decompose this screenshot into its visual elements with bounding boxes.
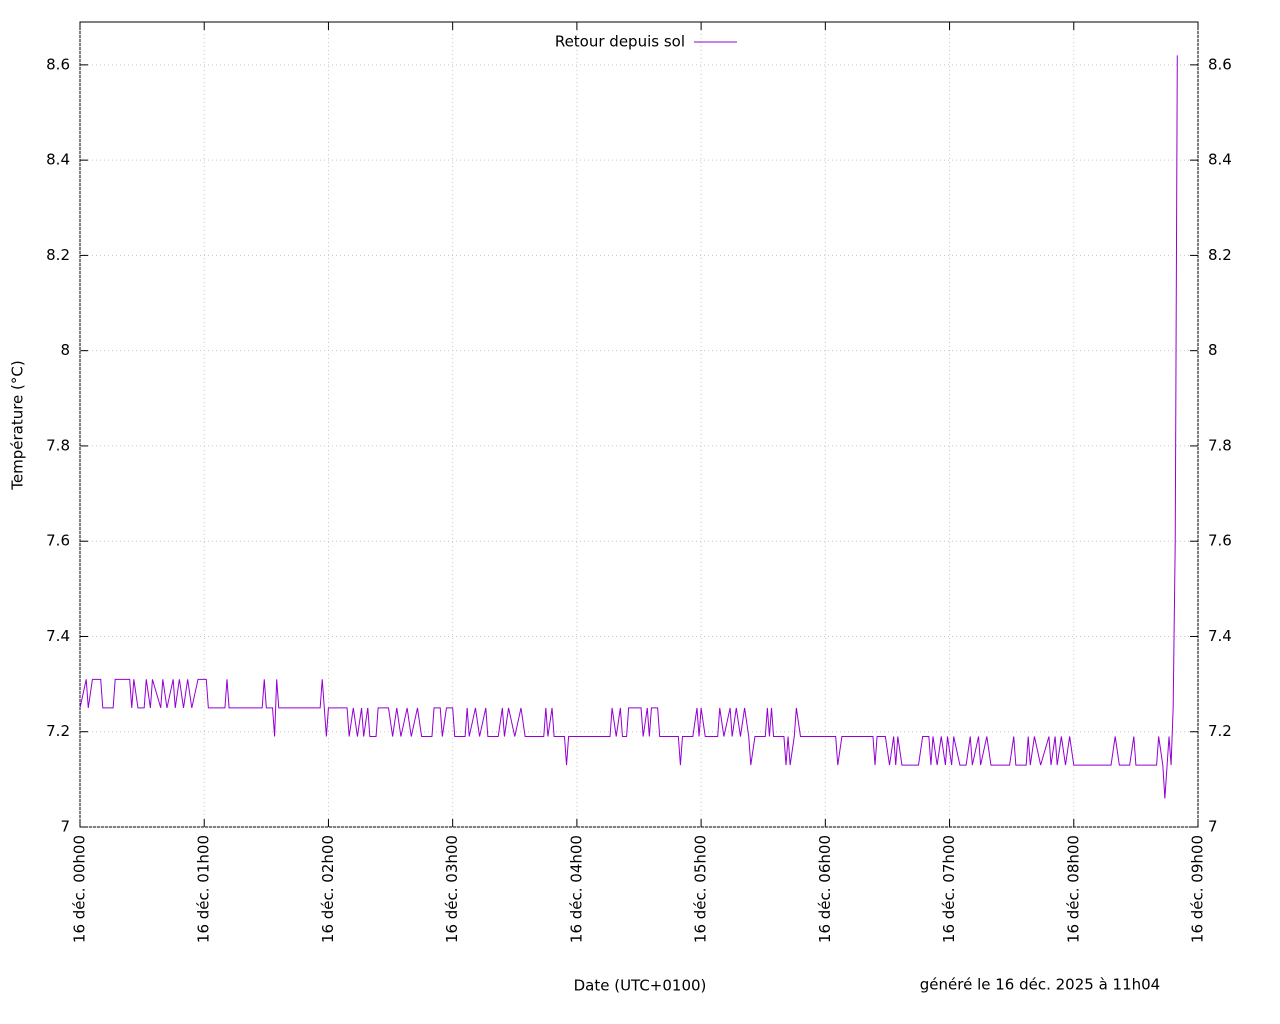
x-tick-label: 16 déc. 05h00 bbox=[692, 835, 710, 943]
y2-tick-label: 7 bbox=[1208, 818, 1218, 836]
y2-tick-label: 7.4 bbox=[1208, 627, 1232, 645]
data-line bbox=[79, 55, 1178, 799]
x-axis-label: Date (UTC+0100) bbox=[574, 977, 707, 995]
x-tick-label: 16 déc. 03h00 bbox=[443, 835, 461, 943]
y-tick-label: 7.4 bbox=[46, 627, 70, 645]
y2-tick-label: 8.2 bbox=[1208, 246, 1232, 264]
y2-tick-label: 8.6 bbox=[1208, 55, 1232, 73]
annotation: généré le 16 déc. 2025 à 11h04 bbox=[920, 976, 1160, 994]
x-tick-label: 16 déc. 02h00 bbox=[319, 835, 337, 943]
x-tick-label: 16 déc. 06h00 bbox=[816, 835, 834, 943]
y2-tick-label: 8.4 bbox=[1208, 151, 1232, 169]
x-tick-label: 16 déc. 04h00 bbox=[567, 835, 585, 943]
y2-tick-label: 7.8 bbox=[1208, 436, 1232, 454]
y-tick-label: 7 bbox=[60, 818, 70, 836]
y-tick-label: 7.6 bbox=[46, 532, 70, 550]
y-axis-label: Température (°C) bbox=[9, 360, 27, 490]
y-tick-label: 8 bbox=[60, 341, 70, 359]
x-tick-label: 16 déc. 09h00 bbox=[1189, 835, 1207, 943]
x-tick-label: 16 déc. 08h00 bbox=[1064, 835, 1082, 943]
y-tick-label: 7.8 bbox=[46, 436, 70, 454]
y-tick-label: 8.6 bbox=[46, 55, 70, 73]
y-tick-label: 8.2 bbox=[46, 246, 70, 264]
y2-tick-label: 7.6 bbox=[1208, 532, 1232, 550]
y2-tick-label: 7.2 bbox=[1208, 722, 1232, 740]
plot-frame bbox=[79, 21, 1199, 828]
legend-label: Retour depuis sol bbox=[555, 33, 685, 51]
x-tick-label: 16 déc. 00h00 bbox=[71, 835, 89, 943]
y-tick-label: 7.2 bbox=[46, 722, 70, 740]
x-tick-label: 16 déc. 01h00 bbox=[195, 835, 213, 943]
x-tick-label: 16 déc. 07h00 bbox=[940, 835, 958, 943]
y-tick-label: 8.4 bbox=[46, 151, 70, 169]
y2-tick-label: 8 bbox=[1208, 341, 1218, 359]
